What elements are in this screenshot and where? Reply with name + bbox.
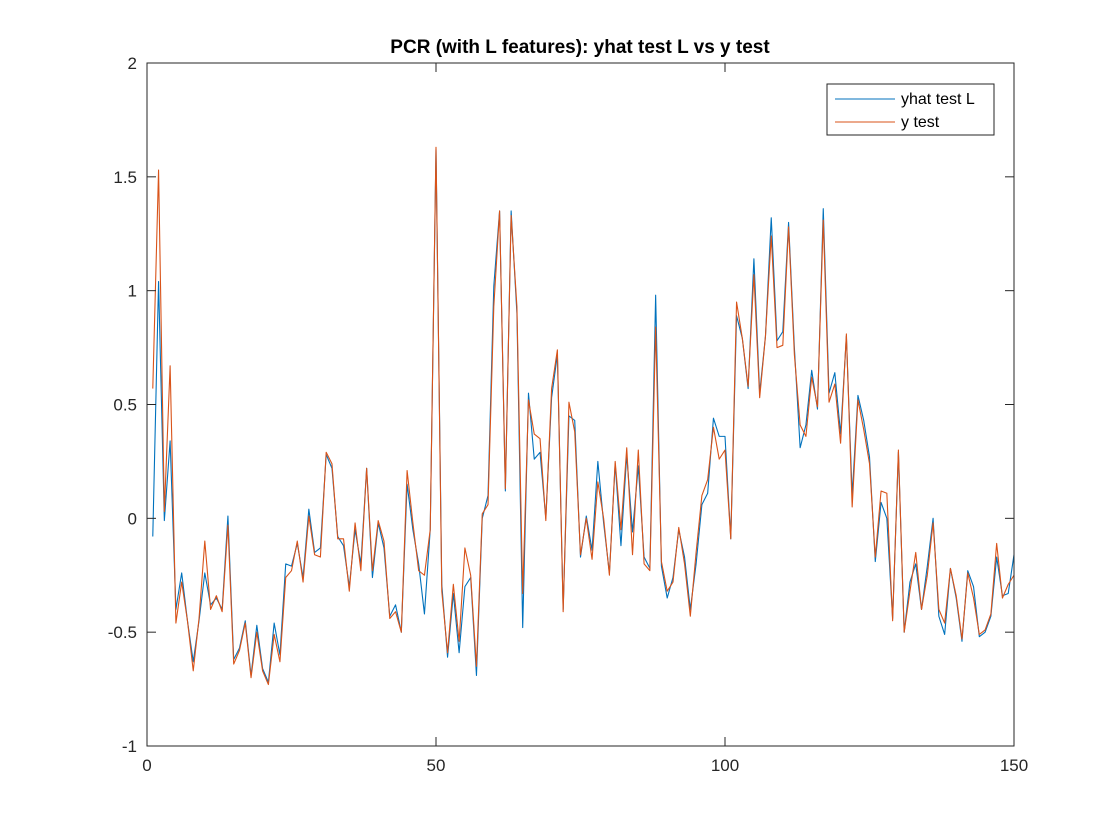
y-tick-label: 0 [128, 509, 137, 528]
legend-label-yhat-test-l: yhat test L [901, 91, 975, 108]
y-tick-label: -1 [122, 737, 137, 756]
x-tick-label: 150 [1000, 756, 1028, 775]
y-tick-label: 0.5 [113, 396, 137, 415]
y-tick-label: 1 [128, 282, 137, 301]
tick-layer: 0 50 100 150 -1 -0.5 0 0.5 1 1.5 2 [108, 54, 1028, 775]
x-tick-label: 0 [142, 756, 151, 775]
chart-title: PCR (with L features): yhat test L vs y … [390, 37, 770, 58]
x-tick-label: 100 [711, 756, 739, 775]
x-tick-label: 50 [427, 756, 446, 775]
plot-area [147, 63, 1014, 746]
series-line-y-test [152, 146, 1015, 686]
y-tick-label: -0.5 [108, 623, 137, 642]
series-layer [152, 146, 1015, 686]
y-tick-label: 2 [128, 54, 137, 73]
legend-label-y-test: y test [901, 114, 940, 131]
y-tick-label: 1.5 [113, 168, 137, 187]
legend: yhat test L y test [826, 83, 995, 136]
legend-box [826, 83, 995, 136]
